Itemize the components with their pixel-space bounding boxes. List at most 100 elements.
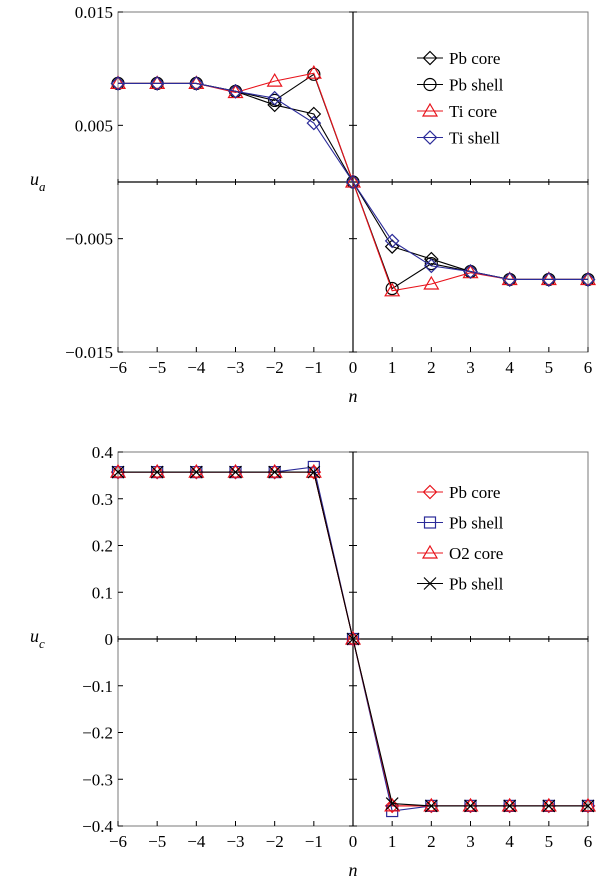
- x-tick-label: −2: [266, 832, 284, 851]
- data-point: [228, 464, 243, 480]
- x-tick-label: 4: [505, 358, 514, 377]
- data-point: [501, 797, 518, 812]
- x-tick-label: −4: [187, 358, 206, 377]
- data-point: [346, 632, 360, 646]
- x-tick-label: 1: [388, 832, 397, 851]
- y-tick-label: 0.2: [92, 537, 113, 556]
- data-point: [540, 797, 557, 812]
- series-line: [118, 82, 588, 281]
- data-point: [111, 465, 125, 479]
- y-tick-label: 0.3: [92, 490, 113, 509]
- legend-marker: [422, 50, 438, 66]
- series-4: [111, 465, 595, 813]
- data-point: [268, 465, 282, 479]
- data-point: [150, 465, 164, 479]
- x-tick-label: −1: [305, 358, 323, 377]
- legend: Pb core Pb shell Ti core Ti shell: [417, 49, 504, 148]
- x-tick-label: 5: [545, 832, 554, 851]
- y-tick-label: −0.005: [65, 230, 113, 249]
- y-tick-label: −0.4: [82, 817, 113, 836]
- y-tick-label: 0.005: [75, 116, 113, 135]
- data-point: [384, 233, 400, 249]
- legend-marker: [421, 544, 439, 559]
- data-point: [109, 463, 127, 478]
- legend-label: Ti shell: [449, 129, 500, 148]
- data-point: [228, 83, 243, 99]
- y-tick-label: −0.015: [65, 343, 113, 362]
- y-axis-label-main: u: [30, 169, 39, 189]
- x-tick-label: −4: [187, 832, 206, 851]
- y-tick-label: 0.1: [92, 583, 113, 602]
- legend-label: Pb shell: [449, 76, 504, 95]
- x-tick-label: 5: [545, 358, 554, 377]
- data-point: [581, 799, 595, 813]
- legend: Pb core Pb shell O2 core Pb shell: [417, 483, 504, 594]
- data-point: [540, 271, 557, 286]
- x-tick-label: −3: [226, 832, 244, 851]
- x-tick-label: −5: [148, 358, 166, 377]
- data-point: [345, 631, 361, 647]
- legend-item: Pb shell: [417, 575, 504, 594]
- data-point: [424, 257, 438, 271]
- y-tick-label: −0.1: [82, 677, 113, 696]
- data-point: [266, 72, 283, 87]
- legend-item: Ti shell: [417, 129, 500, 148]
- data-point: [188, 463, 205, 478]
- data-point: [306, 106, 322, 122]
- legend-label: Pb core: [449, 483, 500, 502]
- legend-label: O2 core: [449, 544, 503, 563]
- legend-marker: [421, 102, 439, 117]
- x-axis-label: n: [349, 386, 358, 406]
- x-tick-label: 1: [388, 358, 397, 377]
- data-point: [149, 463, 166, 478]
- legend-item: Pb core: [417, 49, 500, 68]
- y-axis-label: ua: [30, 169, 46, 194]
- data-point: [188, 76, 204, 91]
- legend-marker: [422, 130, 438, 145]
- data-point: [149, 76, 165, 91]
- data-point: [267, 97, 283, 113]
- chart-panel-1: −6 −5 −4 −3 −2 −1 0 1 2 3 4 5 6 −0.015 −0.005 0.005 0.01…: [30, 3, 597, 406]
- legend-item: Pb shell: [417, 514, 504, 533]
- x-tick-label: 6: [584, 832, 593, 851]
- data-point: [229, 465, 242, 479]
- y-tick-label: −0.2: [82, 724, 113, 743]
- legend-item: Ti core: [417, 102, 497, 121]
- x-tick-label: 0: [349, 358, 358, 377]
- legend-marker: [423, 516, 437, 529]
- x-tick-label: −2: [266, 358, 284, 377]
- data-point: [384, 797, 401, 812]
- legend-marker: [423, 77, 437, 92]
- data-point: [109, 75, 127, 90]
- data-point: [110, 76, 126, 91]
- data-point: [423, 275, 440, 290]
- legend-marker: [423, 577, 437, 590]
- series-4: [110, 76, 596, 287]
- legend-item: Pb core: [417, 483, 500, 502]
- y-axis-label: uc: [30, 626, 45, 651]
- data-point: [345, 174, 361, 190]
- data-point: [268, 93, 282, 108]
- x-tick-label: 6: [584, 358, 593, 377]
- data-point: [149, 75, 166, 90]
- data-point: [541, 272, 557, 287]
- data-point: [267, 90, 283, 106]
- data-point: [579, 271, 597, 286]
- data-point: [541, 798, 557, 814]
- x-tick-label: 0: [349, 832, 358, 851]
- data-point: [384, 282, 401, 297]
- data-point: [188, 75, 205, 90]
- x-tick-label: −5: [148, 832, 166, 851]
- x-tick-label: 3: [466, 832, 475, 851]
- legend-label: Ti core: [449, 102, 497, 121]
- x-tick-label: −1: [305, 832, 323, 851]
- data-point: [580, 272, 596, 287]
- data-point: [149, 464, 165, 480]
- chart-panel-2: −6 −5 −4 −3 −2 −1 0 1 2 3 4 5 6 −0.4 −0.3 −0.2 −0.1 0 0.1 0…: [30, 443, 597, 880]
- x-tick-label: 4: [505, 832, 514, 851]
- legend-item: Pb shell: [417, 76, 504, 95]
- data-point: [344, 173, 362, 188]
- data-point: [306, 115, 322, 131]
- data-point: [344, 630, 362, 645]
